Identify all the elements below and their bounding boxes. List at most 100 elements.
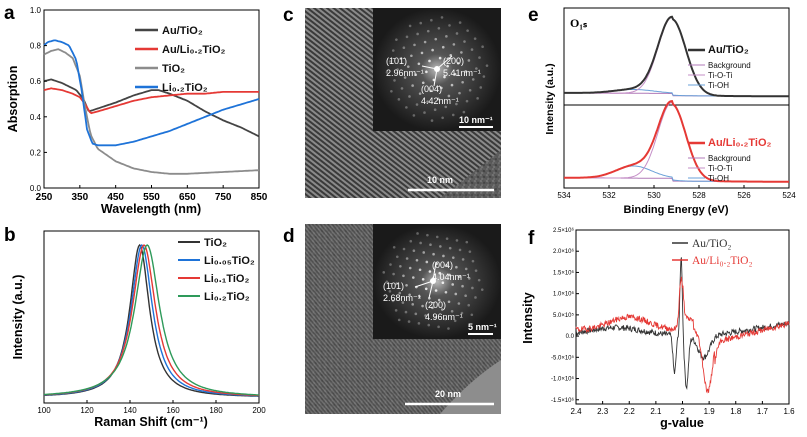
fft-d-spot bbox=[480, 288, 484, 291]
fft-c-spot bbox=[478, 56, 481, 59]
chart-f-ytick-label: 2.5×10⁶ bbox=[553, 227, 575, 234]
fft-d-spot bbox=[416, 232, 419, 235]
fft-c-spot bbox=[453, 72, 457, 76]
fft-d-spot bbox=[427, 323, 431, 327]
fft-d-spot bbox=[401, 301, 405, 304]
chart-f-legend-label: Au/TiO₂ bbox=[692, 238, 731, 250]
fft-d-spot bbox=[438, 271, 442, 275]
chart-a-ytick-label: 0.6 bbox=[30, 77, 42, 86]
fft-c-spot bbox=[426, 100, 429, 103]
fft-d-spot bbox=[412, 249, 416, 253]
fft-d-spot bbox=[471, 259, 475, 263]
fft-d-spot bbox=[402, 274, 405, 278]
chart-e-legend-label: Background bbox=[708, 154, 751, 163]
chart-a-legend-label: Au/Li₀.₂TiO₂ bbox=[162, 44, 226, 56]
fft-d-spot bbox=[437, 298, 441, 302]
chart-a-legend-label: Au/TiO₂ bbox=[162, 25, 203, 37]
fft-c-spot bbox=[436, 97, 440, 101]
chart-b-ylabel: Intensity (a.u.) bbox=[11, 275, 25, 360]
fft-c-spot bbox=[460, 51, 463, 54]
fft-d-spot bbox=[408, 266, 412, 270]
chart-b-legend-label: Li₀.₂TiO₂ bbox=[204, 291, 250, 303]
fft-c-spot bbox=[440, 86, 443, 90]
chart-b-xtick-label: 100 bbox=[37, 406, 51, 415]
fft-c-label-5: (004̄) bbox=[421, 84, 442, 94]
fft-d-spot bbox=[468, 277, 471, 280]
chart-e: O₁ₛ 534 532 530 528 526 524 Au/TiO₂ Background… bbox=[544, 7, 796, 216]
chart-a-series-1 bbox=[43, 87, 259, 115]
chart-a-xtick-label: 650 bbox=[179, 192, 196, 203]
fft-d-spot bbox=[391, 299, 395, 303]
chart-f-xtick-label: 2.4 bbox=[570, 407, 582, 416]
fft-c-spot bbox=[455, 32, 459, 35]
fft-c-spot bbox=[441, 45, 445, 49]
fft-c-spot bbox=[448, 24, 451, 27]
fft-c-spot bbox=[403, 76, 407, 79]
chart-a-ytick-label: 0.8 bbox=[30, 42, 42, 51]
chart-e-legend: Au/TiO₂BackgroundTi-O-TiTi-OHAu/Li₀.₂TiO… bbox=[688, 44, 772, 183]
fft-d-spot bbox=[461, 284, 464, 288]
fft-d-spot bbox=[426, 233, 429, 237]
chart-a-xtick-label: 250 bbox=[36, 192, 53, 203]
chart-a: 250 350 450 550 650 750 850 0.0 0.2 0.4 0.6 0.8 1.0… bbox=[6, 6, 268, 216]
fft-d-spot bbox=[432, 252, 435, 256]
fft-d-spot bbox=[474, 269, 478, 272]
panel-label-f: f bbox=[528, 228, 535, 249]
fft-d-spot bbox=[397, 318, 401, 322]
panel-label-e: e bbox=[528, 5, 539, 26]
fft-d-spot bbox=[405, 284, 408, 287]
fft-d-spot bbox=[409, 239, 413, 243]
chart-f-ytick-label: -5.0×10⁵ bbox=[551, 354, 575, 361]
chart-a-ylabel: Absorption bbox=[6, 66, 20, 133]
fft-c-spot bbox=[470, 48, 474, 51]
fft-d-spot bbox=[422, 251, 426, 254]
fft-c-spot bbox=[420, 51, 424, 55]
fft-d-spot bbox=[458, 248, 462, 252]
chart-f-ytick-label: 0.0 bbox=[566, 334, 575, 340]
chart-e-tioti-top bbox=[564, 16, 789, 97]
fft-d-spot bbox=[455, 239, 459, 242]
fft-c-label-2: 2.96nm⁻¹ bbox=[386, 68, 424, 78]
fft-c-spot bbox=[468, 88, 472, 92]
fft-c-spot bbox=[440, 16, 444, 19]
fft-d-spot bbox=[435, 235, 439, 239]
fft-c-spot bbox=[426, 29, 430, 33]
fft-c-spot bbox=[462, 110, 466, 114]
chart-b-xtick-label: 180 bbox=[209, 406, 223, 415]
fft-d-spot bbox=[425, 260, 429, 264]
fft-c-label-4: 5.41nm⁻¹ bbox=[443, 68, 481, 78]
fft-d-label-5: (2̄00) bbox=[425, 300, 446, 310]
chart-b-xlabel: Raman Shift (cm⁻¹) bbox=[94, 415, 208, 429]
panel-label-a: a bbox=[4, 3, 15, 24]
fft-d-spot bbox=[465, 240, 469, 244]
fft-d-spot bbox=[474, 296, 477, 299]
fft-c-spot bbox=[388, 60, 392, 63]
fft-c-spot bbox=[415, 103, 419, 106]
fft-c-spot bbox=[405, 106, 408, 109]
chart-b: 100 120 140 160 180 200 Raman Shift (cm⁻¹) In… bbox=[11, 230, 266, 429]
fft-d-spot bbox=[402, 247, 406, 251]
fft-d-spot bbox=[431, 306, 434, 310]
fft-c-spot bbox=[476, 97, 479, 100]
fft-d-spot bbox=[407, 320, 411, 323]
chart-e-xtick-label: 532 bbox=[602, 191, 616, 200]
fft-c-spot bbox=[430, 119, 434, 122]
chart-e-legend-label: Ti-O-Ti bbox=[708, 164, 733, 173]
fft-c-spot bbox=[431, 48, 434, 52]
fft-d-spot bbox=[418, 268, 422, 272]
fft-d-label-1: (004) bbox=[432, 260, 453, 270]
fft-d-spot bbox=[471, 286, 474, 290]
fft-d-spot bbox=[439, 245, 442, 248]
fft-d-spot bbox=[394, 309, 398, 312]
fft-c-spot bbox=[456, 62, 460, 65]
chart-f-ytick-label: 1.5×10⁶ bbox=[553, 269, 575, 276]
panel-label-b: b bbox=[4, 225, 16, 246]
chart-a-legend-label: TiO₂ bbox=[162, 63, 185, 75]
fft-d-spot bbox=[392, 272, 395, 276]
fft-c-spot bbox=[412, 114, 416, 117]
fft-c-spot bbox=[395, 38, 398, 41]
chart-f: 2.4 2.3 2.2 2.1 2 1.9 1.8 1.7 1.6 -1.5×10⁶ -1.0×1… bbox=[521, 227, 795, 430]
fft-c-spot bbox=[423, 111, 426, 114]
fft-d-spot bbox=[395, 282, 398, 285]
fft-d-spot bbox=[417, 322, 421, 325]
